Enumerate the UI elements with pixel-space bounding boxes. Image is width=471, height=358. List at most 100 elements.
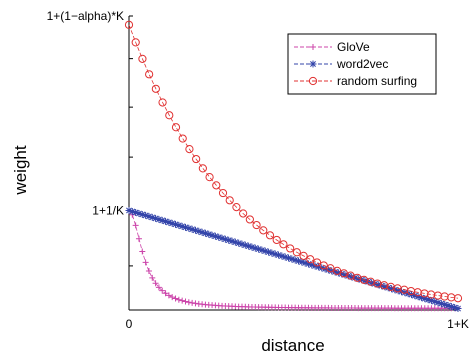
word2vec-point: [258, 246, 266, 254]
glove-point: [179, 297, 186, 304]
word2vec-point: [128, 207, 136, 215]
word2vec-point: [138, 210, 146, 218]
word2vec-point: [125, 206, 133, 214]
random-surfing-point: [259, 226, 268, 235]
word2vec-point: [225, 236, 233, 244]
word2vec-point: [401, 289, 409, 297]
word2vec-point: [411, 292, 419, 300]
word2vec-point: [201, 229, 209, 237]
word2vec-point: [427, 297, 435, 305]
y-tick-label: 1+1/K: [92, 203, 124, 217]
tick-labels: 1+1/K 1+(1−alpha)*K 0 1+K: [47, 9, 469, 331]
word2vec-point: [185, 224, 193, 232]
legend: GloVe word2vec random surfing: [287, 33, 437, 95]
word2vec-point: [417, 294, 425, 302]
glove-point: [155, 284, 162, 291]
random-surfing-point: [218, 188, 228, 198]
glove-point: [182, 298, 189, 305]
word2vec-point: [158, 216, 166, 224]
word2vec-point: [135, 209, 143, 217]
glove-point: [145, 268, 152, 275]
legend-entry-word2vec: word2vec: [294, 57, 388, 71]
series-random-surfing: [124, 20, 463, 303]
random-surfing-point: [299, 251, 308, 260]
word2vec-point: [294, 257, 302, 265]
word2vec-point: [241, 241, 249, 249]
random-surfing-point: [131, 38, 140, 47]
random-surfing-point: [178, 134, 187, 143]
word2vec-point: [314, 263, 322, 271]
glove-point: [159, 287, 166, 294]
word2vec-point: [434, 299, 442, 307]
word2vec-point: [228, 237, 236, 245]
word2vec-point: [298, 258, 306, 266]
word2vec-point: [221, 235, 229, 243]
x-tick-label: 1+K: [447, 317, 469, 331]
random-surfing-point: [138, 54, 147, 63]
random-surfing-point: [124, 20, 134, 29]
word2vec-point: [245, 242, 253, 250]
word2vec-point: [374, 281, 382, 289]
word2vec-point: [142, 211, 150, 219]
word2vec-point: [162, 217, 170, 225]
word2vec-point: [447, 303, 455, 311]
word2vec-point: [338, 270, 346, 278]
word2vec-point: [218, 234, 226, 242]
word2vec-point: [424, 296, 432, 304]
word2vec-point: [288, 255, 296, 263]
glove-point: [132, 222, 139, 229]
word2vec-point: [421, 295, 429, 303]
glove-point: [310, 44, 316, 50]
word2vec-point: [191, 226, 199, 234]
word2vec-point: [348, 273, 356, 281]
random-surfing-point: [212, 181, 221, 190]
word2vec-point: [354, 275, 362, 283]
random-surfing-point: [192, 154, 201, 164]
glove-point: [139, 248, 146, 255]
word2vec-point: [248, 243, 256, 251]
legend-label: GloVe: [337, 40, 370, 54]
word2vec-point: [361, 277, 369, 285]
random-surfing-point: [265, 231, 275, 240]
word2vec-point: [172, 220, 180, 228]
word2vec-point: [351, 274, 359, 282]
word2vec-point: [318, 264, 326, 272]
random-surfing-point: [232, 202, 241, 212]
random-surfing-point: [151, 84, 160, 93]
word2vec-point: [208, 231, 216, 239]
word2vec-point: [175, 221, 183, 229]
legend-label: word2vec: [336, 57, 388, 71]
word2vec-point: [215, 233, 223, 241]
axes: [128, 15, 459, 311]
random-surfing-point: [319, 261, 328, 270]
legend-label: random surfing: [337, 74, 417, 88]
word2vec-point: [275, 251, 283, 259]
word2vec-point: [394, 287, 402, 295]
x-axis-title: distance: [261, 336, 324, 355]
word2vec-point: [205, 230, 213, 238]
word2vec-point: [168, 219, 176, 227]
random-surfing-point: [198, 164, 207, 173]
legend-entry-glove: GloVe: [294, 40, 370, 54]
word2vec-point: [265, 248, 273, 256]
random-surfing-point: [292, 248, 301, 257]
glove-point: [169, 294, 176, 301]
word2vec-point: [231, 238, 239, 246]
word2vec-point: [368, 279, 376, 287]
glove-point: [135, 235, 142, 242]
word2vec-point: [188, 225, 196, 233]
word2vec-point: [454, 305, 462, 313]
word2vec-point: [331, 268, 339, 276]
series-layer: [124, 20, 463, 313]
word2vec-point: [271, 250, 279, 258]
word2vec-point: [441, 301, 449, 309]
word2vec-point: [451, 304, 459, 312]
word2vec-point: [324, 266, 332, 274]
word2vec-point: [195, 227, 203, 235]
y-tick-label: 1+(1−alpha)*K: [47, 9, 124, 23]
random-surfing-point: [453, 294, 463, 303]
random-surfing-point: [225, 196, 234, 205]
word2vec-point: [437, 300, 445, 308]
word2vec-point: [371, 280, 379, 288]
